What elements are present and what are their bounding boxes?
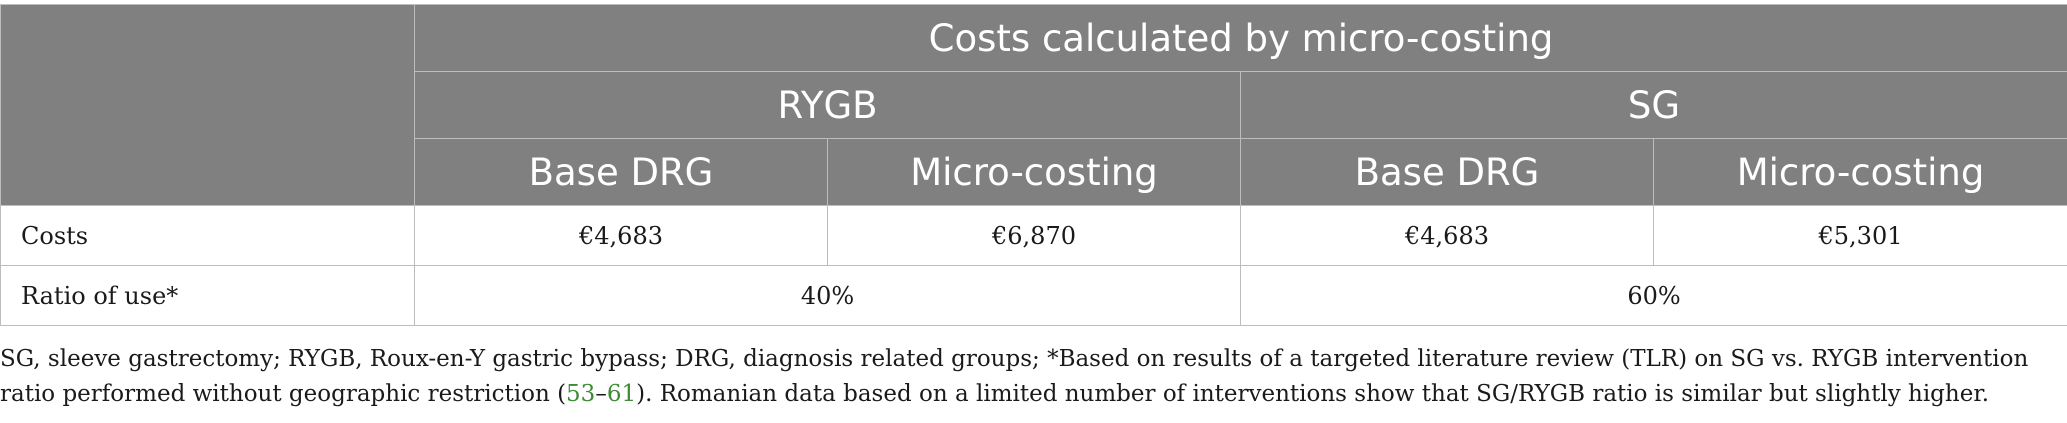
- header-top-title: Costs calculated by micro-costing: [413, 4, 2067, 72]
- cell-ratio-sg: 60%: [1239, 265, 2067, 326]
- footnote-text-after: ). Romanian data based on a limited numb…: [636, 381, 1990, 407]
- header-corner-cell: [0, 4, 415, 206]
- table-row-costs: Costs €4,683 €6,870 €4,683 €5,301: [0, 205, 2067, 266]
- header-group-rygb: RYGB: [414, 71, 1241, 139]
- header-row-groups: RYGB SG: [1, 71, 2067, 139]
- cell-costs-sg-base-drg: €4,683: [1240, 205, 1654, 266]
- reference-range-dash: –: [595, 381, 607, 407]
- table-footnote: SG, sleeve gastrectomy; RYGB, Roux-en-Y …: [0, 342, 2060, 412]
- footnote-text-before: SG, sleeve gastrectomy; RYGB, Roux-en-Y …: [0, 346, 2029, 407]
- cost-table-container: Costs calculated by micro-costing RYGB S…: [0, 4, 2067, 326]
- row-label-ratio-of-use: Ratio of use*: [0, 265, 415, 326]
- cell-costs-sg-micro-costing: €5,301: [1652, 205, 2067, 266]
- reference-link-61[interactable]: 61: [606, 381, 637, 407]
- cell-ratio-rygb: 40%: [414, 265, 1241, 326]
- reference-link-53[interactable]: 53: [566, 381, 596, 407]
- subheader-sg-base-drg: Base DRG: [1240, 138, 1654, 206]
- table-row-ratio-of-use: Ratio of use* 40% 60%: [0, 265, 2067, 326]
- subheader-sg-micro-costing: Micro-costing: [1652, 138, 2067, 206]
- subheader-rygb-micro-costing: Micro-costing: [827, 138, 1241, 206]
- subheader-rygb-base-drg: Base DRG: [414, 138, 828, 206]
- header-row-top: Costs calculated by micro-costing: [0, 4, 2067, 206]
- header-group-sg: SG: [1239, 71, 2067, 139]
- row-label-costs: Costs: [0, 205, 415, 266]
- header-row-subheaders: Base DRG Micro-costing Base DRG Micro-co…: [1, 138, 2067, 206]
- cost-table: Costs calculated by micro-costing RYGB S…: [0, 4, 2067, 326]
- cell-costs-rygb-micro-costing: €6,870: [827, 205, 1241, 266]
- cell-costs-rygb-base-drg: €4,683: [414, 205, 828, 266]
